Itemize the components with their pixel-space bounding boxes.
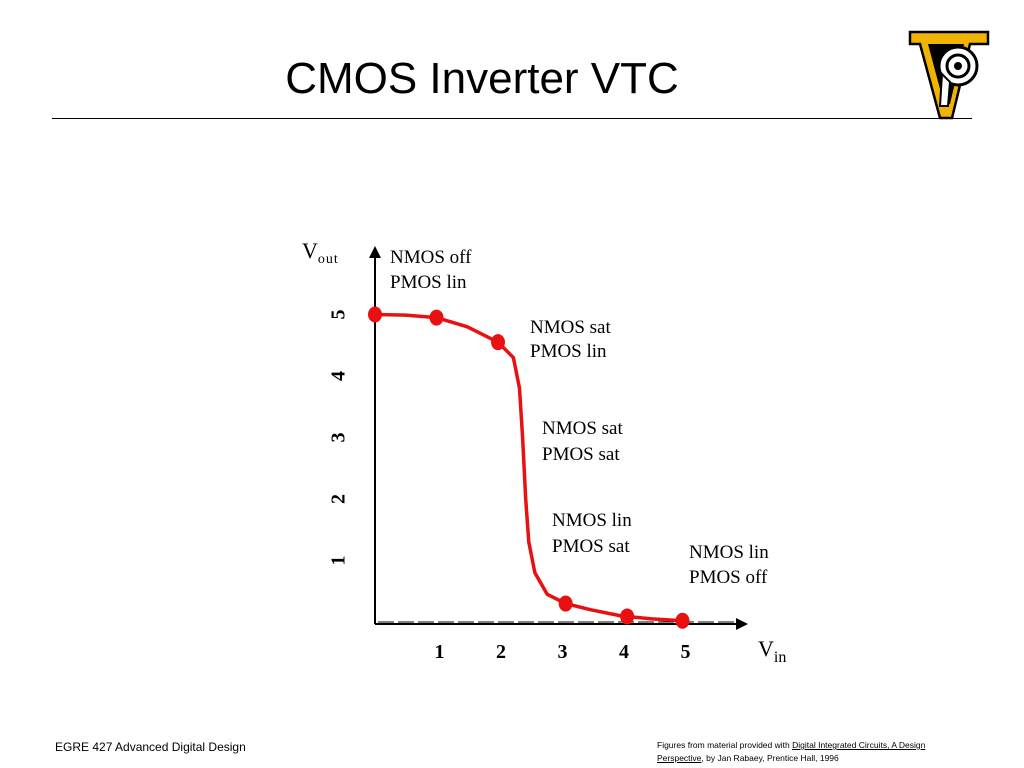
x-axis-label-sub: in <box>774 649 786 666</box>
footer-credit-prefix: Figures from material provided with <box>657 740 793 750</box>
region-2-line2: PMOS lin <box>530 341 607 362</box>
y-tick-labels: 1 2 3 4 5 <box>328 310 350 566</box>
curve-marker-1 <box>368 306 382 323</box>
footer-credit-book-link[interactable]: Digital Integrated Circuits, A Design Pe… <box>657 740 926 763</box>
x-axis-label: Vin <box>758 636 786 666</box>
curve-markers <box>368 306 690 629</box>
region-4-line1: NMOS lin <box>552 510 632 531</box>
x-tick-label-2: 2 <box>496 641 506 663</box>
footer-credit: Figures from material provided with Digi… <box>657 739 957 765</box>
x-tick-label-5: 5 <box>681 641 691 663</box>
x-tick-label-3: 3 <box>558 641 568 663</box>
slide-title: CMOS Inverter VTC <box>285 54 679 103</box>
x-axis-label-main: V <box>758 636 774 661</box>
region-1-line2: PMOS lin <box>390 272 467 293</box>
region-3-line1: NMOS sat <box>542 418 623 439</box>
footer-course: EGRE 427 Advanced Digital Design <box>55 740 246 754</box>
x-axis-arrow <box>736 618 748 630</box>
y-axis-label-main: V <box>302 238 318 263</box>
region-5-line2: PMOS off <box>689 567 768 588</box>
region-label-1: NMOS off PMOS lin <box>390 247 476 293</box>
footer-credit-suffix: , by Jan Rabaey, Prentice Hall, 1996 <box>701 753 839 763</box>
region-3-line2: PMOS sat <box>542 444 620 465</box>
y-axis-arrow <box>369 246 381 258</box>
logo-ram-face <box>938 71 952 107</box>
region-4-line2: PMOS sat <box>552 536 630 557</box>
x-tick-labels: 1 2 3 4 5 <box>435 641 691 663</box>
y-tick-label-2: 2 <box>328 494 350 504</box>
logo-ram-horn-center <box>954 62 962 70</box>
region-label-5: NMOS lin PMOS off <box>689 542 773 588</box>
vtc-curve <box>374 312 683 623</box>
curve-marker-4 <box>558 595 573 612</box>
y-tick-label-4: 4 <box>328 371 350 381</box>
curve-marker-2 <box>429 309 444 326</box>
y-tick-label-5: 5 <box>328 310 350 320</box>
region-label-3: NMOS sat PMOS sat <box>542 418 628 465</box>
region-1-line1: NMOS off <box>390 247 472 268</box>
curve-marker-3 <box>491 334 505 351</box>
y-axis-label: Vout <box>302 238 339 267</box>
x-tick-label-4: 4 <box>619 641 629 663</box>
y-tick-label-3: 3 <box>328 433 350 443</box>
region-label-2: NMOS sat PMOS lin <box>530 317 616 362</box>
curve-marker-5 <box>620 608 635 625</box>
region-5-line1: NMOS lin <box>689 542 769 563</box>
logo-ram-horn-swirl <box>945 53 971 79</box>
ram-head-v-logo-icon <box>908 30 990 120</box>
region-2-line1: NMOS sat <box>530 317 611 338</box>
y-tick-label-1: 1 <box>328 556 350 566</box>
y-axis-label-sub: out <box>318 252 339 267</box>
x-tick-label-1: 1 <box>435 641 445 663</box>
title-divider <box>52 118 972 119</box>
curve-marker-6 <box>675 612 690 629</box>
region-label-4: NMOS lin PMOS sat <box>552 510 636 557</box>
